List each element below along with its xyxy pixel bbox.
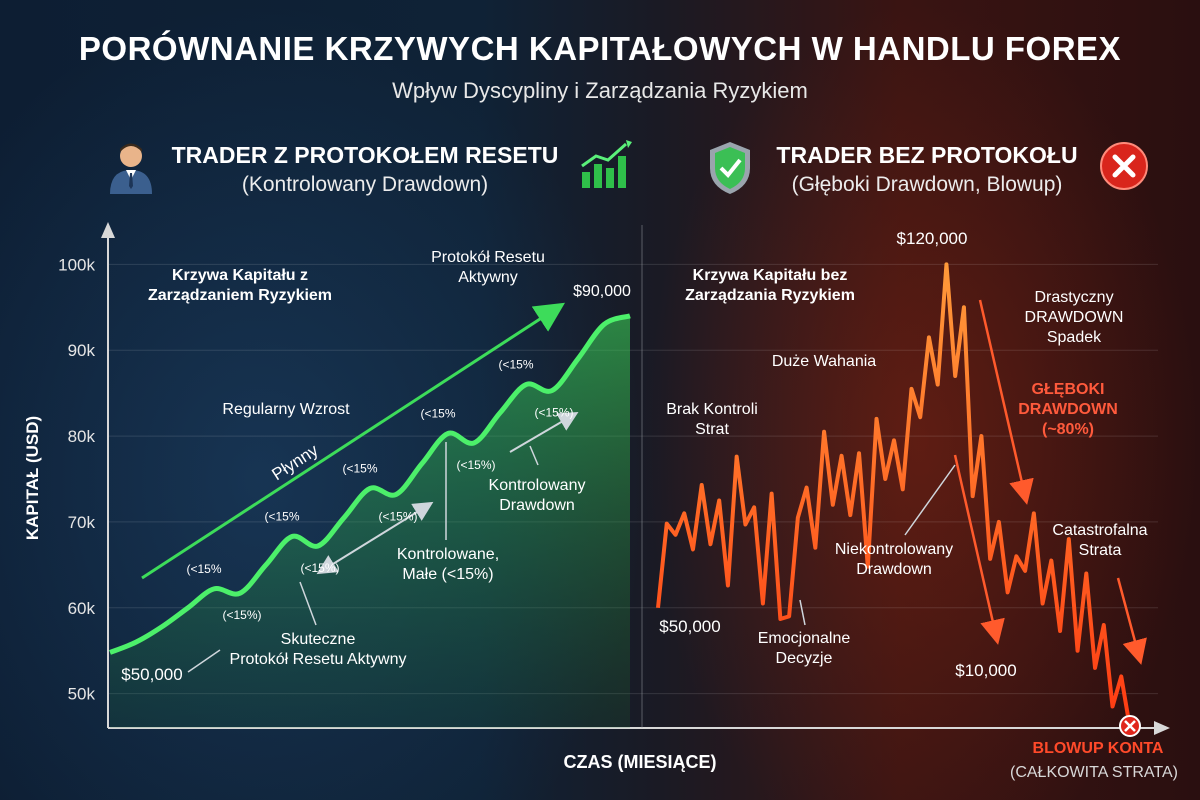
page-subtitle: Wpływ Dyscypliny i Zarządzania Ryzykiem — [392, 78, 808, 103]
peak-drawdown-tag: (<15% — [186, 562, 221, 576]
no-control-label: Brak Kontroli Strat — [666, 401, 758, 438]
right-curve-title: Krzywa Kapitału bez Zarządzania Ryzykiem — [685, 267, 855, 304]
trough-drawdown-tag: (<15%) — [534, 406, 573, 420]
trough-drawdown-tag: (<15%) — [300, 561, 339, 575]
uncontrolled-arrow-a — [904, 464, 956, 536]
left-panel-heading: TRADER Z PROTOKOŁEM RESETU (Kontrolowany… — [150, 142, 580, 197]
peak-drawdown-tag: (<15% — [264, 510, 299, 524]
regular-growth-label: Regularny Wzrost — [222, 401, 350, 418]
right-start-value-label: $50,000 — [659, 617, 720, 636]
shield-check-icon — [710, 142, 750, 194]
big-swings-label: Duże Wahania — [772, 353, 876, 370]
controlled-drawdown-leader — [529, 445, 539, 466]
emotional-decisions-label: Emocjonalne Decyzje — [758, 630, 851, 667]
right-panel-title: TRADER BEZ PROTOKOŁU — [776, 142, 1078, 168]
start-label-leader — [187, 649, 221, 673]
controlled-drawdown-label: Kontrolowany Drawdown — [489, 477, 586, 514]
green-series-line — [109, 313, 631, 655]
uncontrolled-drawdown-label: Niekontrolowany Drawdown — [835, 541, 953, 578]
right-panel-heading: TRADER BEZ PROTOKOŁU (Głęboki Drawdown, … — [752, 142, 1102, 197]
drastic-drawdown-arrow — [978, 299, 1034, 505]
page-title: PORÓWNANIE KRZYWYCH KAPITAŁOWYCH W HANDL… — [78, 30, 1122, 67]
annotation-text-layer: Krzywa Kapitału z Zarządzaniem Ryzykiem Pr… — [121, 229, 1178, 781]
y-tick-label: 80k — [68, 427, 96, 446]
y-tick-label: 60k — [68, 599, 96, 618]
red-series-line — [656, 262, 1132, 729]
rising-bar-chart-icon — [581, 140, 632, 188]
left-panel-title: TRADER Z PROTOKOŁEM RESETU — [171, 142, 559, 168]
controlled-drawdown-arrow — [509, 411, 579, 453]
effective-leader — [299, 581, 317, 626]
peak-drawdown-tag: (<15% — [342, 461, 377, 475]
peak-value-label: $120,000 — [897, 229, 968, 248]
drastic-drawdown-label: Drastyczny DRAWDOWN Spadek — [1025, 289, 1124, 346]
peak-drawdown-tag: (<15% — [420, 406, 455, 420]
x-axis-arrow — [1154, 721, 1170, 735]
end-value-label: $90,000 — [573, 283, 631, 300]
uncontrolled-arrow-b — [953, 454, 1005, 645]
emotional-leader — [799, 599, 806, 626]
left-curve-title: Krzywa Kapitału z Zarządzaniem Ryzykiem — [148, 267, 332, 304]
peak-drawdown-tag: (<15% — [498, 358, 533, 372]
blowup-label: BLOWUP KONTA — [1033, 740, 1164, 757]
catastrophic-arrow — [1116, 577, 1147, 665]
controlled-small-arrow — [316, 501, 434, 575]
deep-drawdown-label: GŁĘBOKI DRAWDOWN (~80%) — [1018, 381, 1118, 438]
y-tick-label: 50k — [68, 685, 96, 704]
effective-label: Skuteczne Protokół Resetu Aktywny — [230, 631, 407, 668]
left-panel-subtitle: (Kontrolowany Drawdown) — [241, 173, 489, 196]
y-tick-label: 70k — [68, 513, 96, 532]
catastrophic-loss-label: Catastrofalna Strata — [1052, 522, 1147, 559]
trough-drawdown-tag: (<15%) — [222, 608, 261, 622]
start-value-label: $50,000 — [121, 665, 182, 684]
right-panel-subtitle: (Głęboki Drawdown, Blowup) — [791, 173, 1063, 196]
blowup-sublabel: (CAŁKOWITA STRATA) — [1010, 764, 1178, 781]
protocol-active-label: Protokół Resetu Aktywny — [431, 249, 545, 286]
x-axis-label: CZAS (MIESIĄCE) — [564, 752, 717, 772]
red-x-icon — [1100, 142, 1148, 190]
trough-drawdown-tag: (<15%) — [456, 458, 495, 472]
blowup-x-icon — [1124, 720, 1136, 732]
smooth-trend-arrow — [141, 302, 566, 580]
trough-drawdown-tag: (<15%) — [378, 509, 417, 523]
y-tick-label: 90k — [68, 341, 96, 360]
businessman-icon — [110, 143, 152, 194]
controlled-small-label: Kontrolowane, Małe (<15%) — [397, 546, 499, 583]
low-value-label: $10,000 — [955, 661, 1016, 680]
y-axis-arrow — [101, 222, 115, 238]
y-tick-label: 100k — [58, 255, 95, 274]
y-axis-label: KAPITAŁ (USD) — [23, 416, 42, 540]
y-tick-labels: 50k 60k 70k 80k 90k 100k — [58, 255, 95, 703]
